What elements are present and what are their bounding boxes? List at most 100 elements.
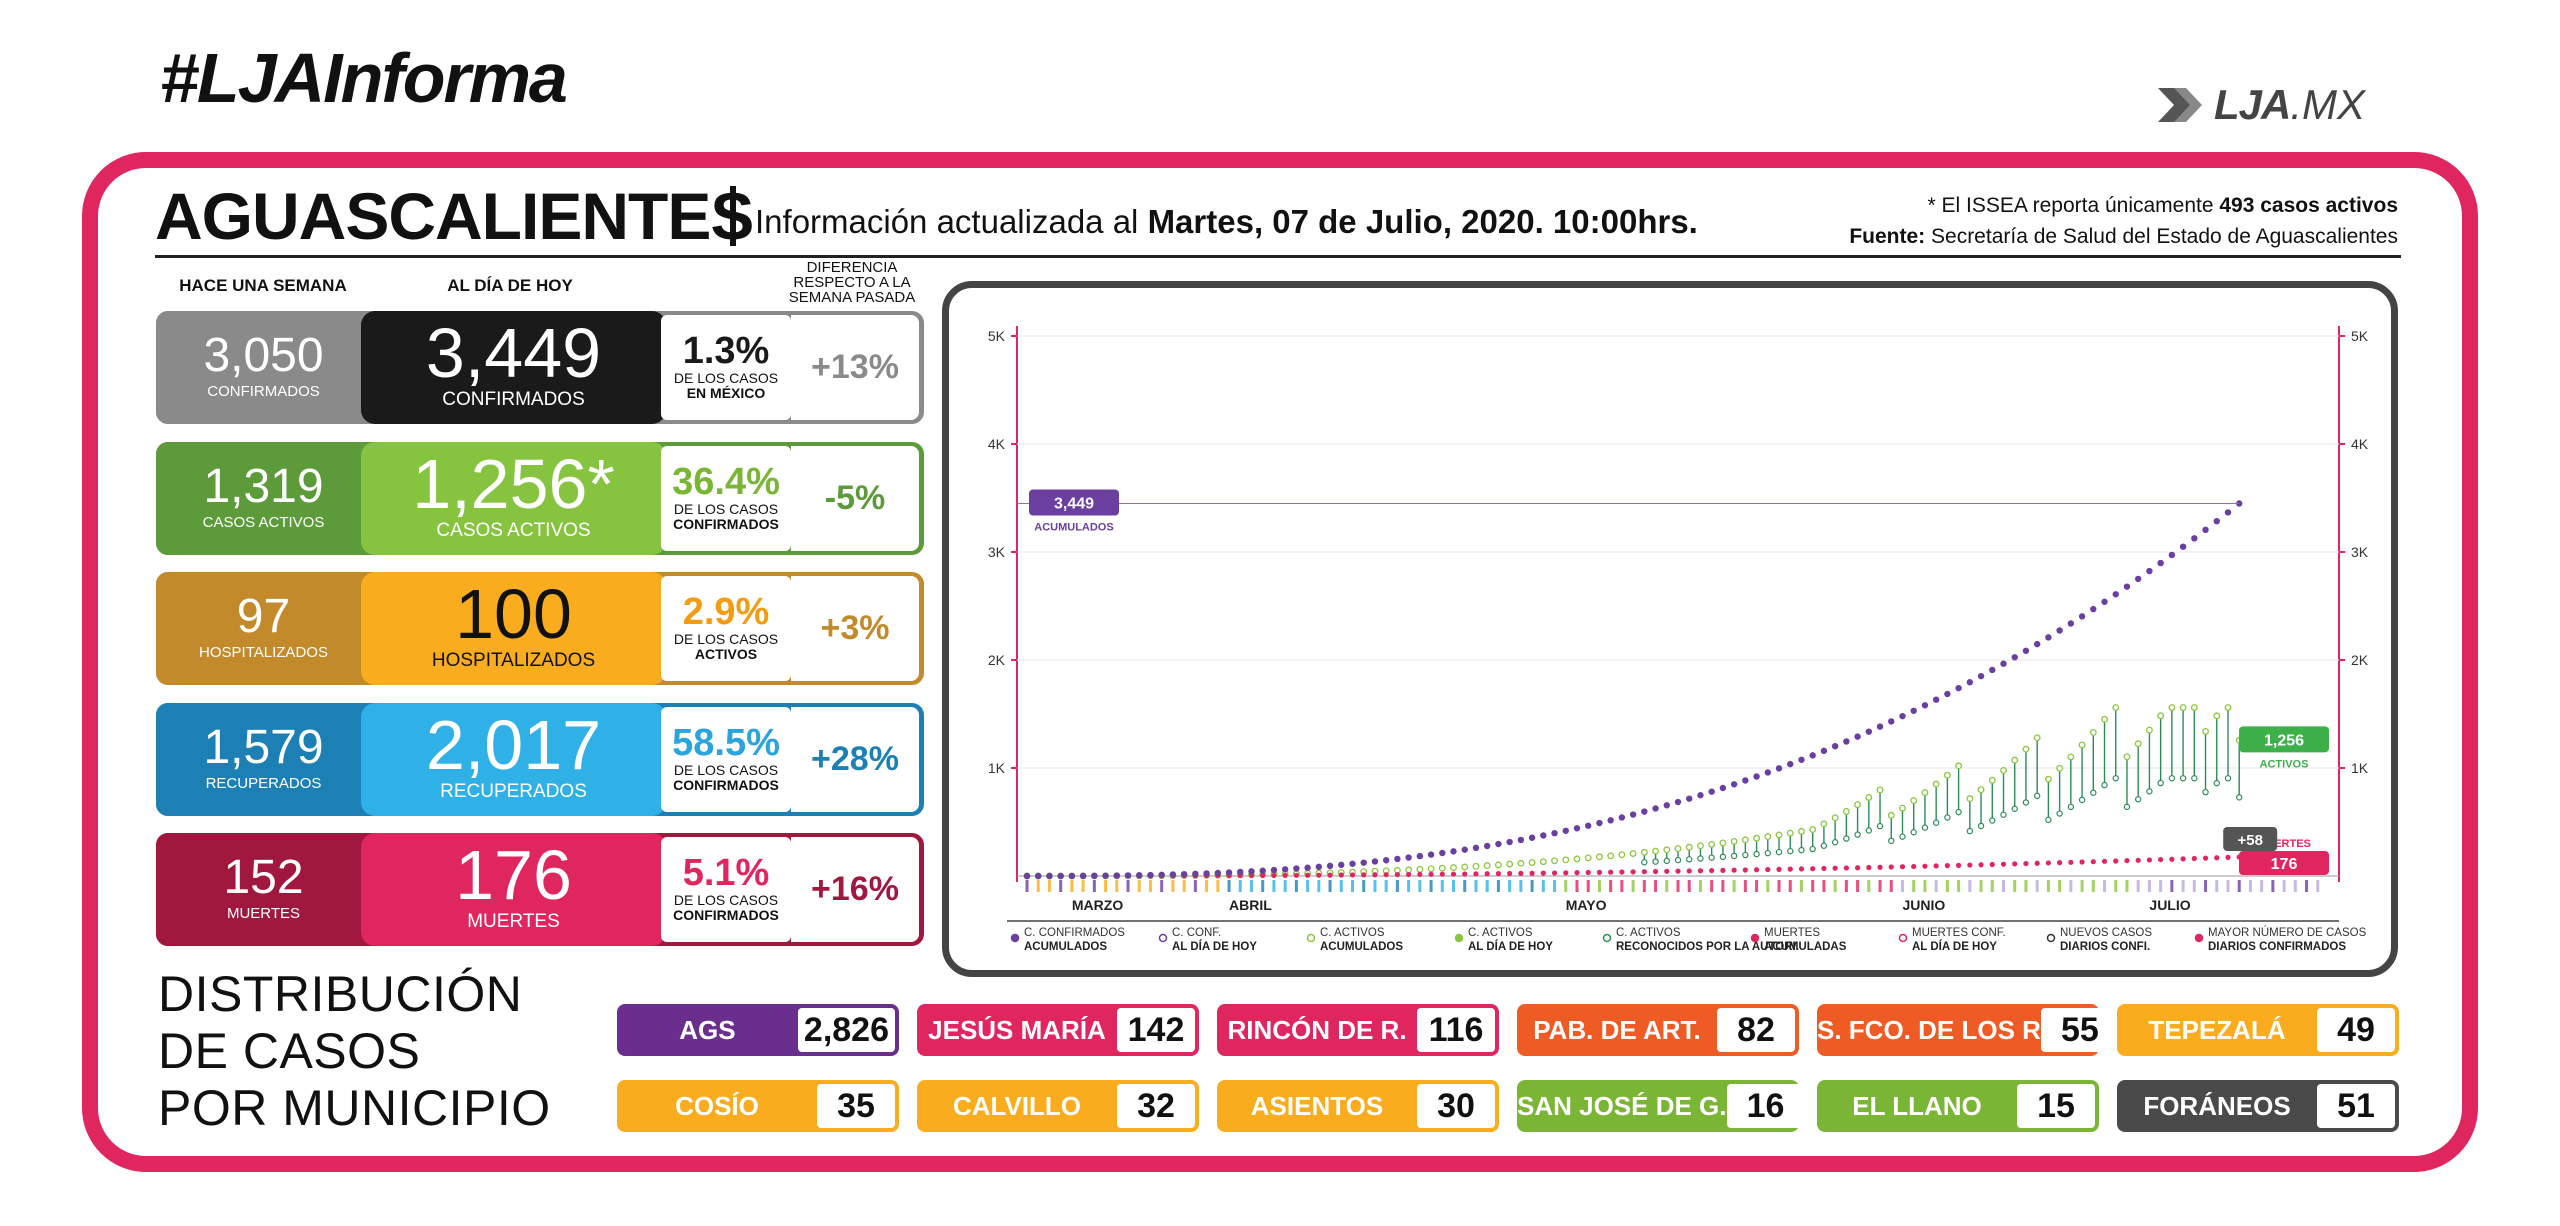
- day-tick: [1193, 880, 1197, 892]
- confirmed-point: [1663, 802, 1670, 809]
- confirmed-point: [1910, 707, 1917, 714]
- active-authority-point: [2146, 788, 2153, 795]
- death-point: [1327, 872, 1333, 878]
- confirmed-point: [1932, 696, 1940, 703]
- municipality-value: 49: [2317, 1008, 2395, 1052]
- active-authority-point: [2157, 779, 2164, 787]
- confirmed-point: [1023, 872, 1031, 880]
- day-tick: [1036, 880, 1040, 892]
- death-point: [1585, 869, 1591, 876]
- day-tick: [1564, 880, 1568, 892]
- day-tick: [1743, 880, 1747, 892]
- death-point: [1877, 864, 1883, 870]
- day-tick: [1104, 880, 1108, 892]
- municipality-value: 30: [1417, 1084, 1495, 1128]
- day-tick: [1945, 880, 1949, 892]
- legend-marker: [1750, 933, 1760, 943]
- confirmed-point: [1349, 860, 1356, 867]
- confirmed-point: [2224, 509, 2232, 516]
- confirmed-point: [2202, 526, 2209, 534]
- day-tick: [1115, 880, 1119, 892]
- day-tick: [1126, 880, 1130, 892]
- day-tick: [1553, 880, 1557, 892]
- death-point: [1260, 872, 1266, 879]
- death-point: [2202, 855, 2209, 861]
- confirmed-point: [1461, 846, 1468, 853]
- metric-label: RECUPERADOS: [440, 780, 587, 802]
- update-info: Información actualizada al Martes, 07 de…: [755, 203, 1698, 241]
- confirmed-point: [1888, 718, 1895, 725]
- deaths-badge-value: 176: [2271, 856, 2298, 873]
- confirmed-point: [1315, 863, 1323, 871]
- confirmed-point: [2067, 620, 2075, 627]
- day-tick: [1732, 880, 1736, 892]
- active-authority-point: [1652, 858, 1659, 865]
- death-point: [1821, 865, 1827, 872]
- active-point: [1517, 859, 1525, 867]
- death-point: [2000, 861, 2007, 867]
- confirmed-point: [2112, 591, 2119, 598]
- municipality-item: CALVILLO 32: [917, 1080, 1199, 1132]
- confirmed-point: [1775, 765, 1783, 772]
- day-tick: [1979, 880, 1983, 892]
- municipality-name: EL LLANO: [1852, 1090, 1982, 1121]
- municipality-value: 116: [1417, 1008, 1495, 1052]
- metric-diff: +28%: [791, 706, 919, 812]
- day-tick: [2069, 880, 2073, 892]
- municipality-value: 55: [2040, 1008, 2119, 1052]
- active-authority-point: [1719, 853, 1727, 861]
- day-tick: [2305, 880, 2309, 892]
- day-tick: [2260, 880, 2264, 892]
- death-point: [2023, 860, 2029, 867]
- day-tick: [1474, 880, 1478, 892]
- metric-row: 3,050 CONFIRMADOS 3,449 CONFIRMADOS 1.3%…: [156, 311, 924, 424]
- active-point: [2112, 704, 2120, 711]
- metric-diff: -5%: [791, 445, 919, 551]
- metric-pct-l1: DE LOS CASOS: [673, 500, 779, 517]
- active-badge-value: 1,256: [2264, 732, 2304, 749]
- death-point: [1450, 871, 1457, 877]
- death-point: [1843, 865, 1849, 871]
- day-tick: [1541, 880, 1545, 892]
- day-tick: [2204, 880, 2208, 892]
- confirmed-point: [1124, 872, 1132, 879]
- metric-row: 1,319 CASOS ACTIVOS 1,256* CASOS ACTIVOS…: [156, 441, 924, 555]
- confirmed-point: [1652, 805, 1659, 812]
- day-tick: [1452, 880, 1456, 892]
- confirmed-point: [1753, 773, 1760, 780]
- active-point: [2067, 753, 2075, 761]
- confirmed-point: [1057, 872, 1064, 880]
- confirmed-point: [1450, 848, 1457, 855]
- legend-line1: C. ACTIVOS: [1468, 927, 1533, 939]
- confirmed-point: [1573, 825, 1581, 832]
- metric-row: 1,579 RECUPERADOS 2,017 RECUPERADOS 58.5…: [156, 702, 924, 816]
- legend-line1: C. CONF.: [1172, 927, 1221, 939]
- confirmed-point: [1798, 756, 1805, 763]
- active-authority-point: [1989, 817, 1996, 824]
- confirmed-point: [1046, 872, 1053, 880]
- day-tick: [1081, 880, 1085, 892]
- confirmed-point: [1180, 870, 1188, 878]
- active-point: [2157, 712, 2165, 720]
- day-tick: [1957, 880, 1961, 892]
- active-authority-point: [2090, 789, 2097, 796]
- day-tick: [1642, 880, 1646, 892]
- day-tick: [2170, 880, 2174, 892]
- active-authority-point: [1966, 827, 1974, 835]
- confirmed-point: [2168, 551, 2176, 559]
- death-point: [2113, 858, 2119, 864]
- metric-pct-l2: EN MÉXICO: [686, 385, 766, 401]
- death-point: [1832, 865, 1838, 871]
- day-tick: [1070, 880, 1074, 892]
- day-tick: [1418, 880, 1422, 892]
- confirmed-point: [1865, 728, 1873, 735]
- day-tick: [2013, 880, 2017, 892]
- active-point: [1955, 762, 1963, 770]
- legend-line2: AL DÍA DE HOY: [1912, 940, 1997, 953]
- legend-line1: MUERTES CONF.: [1912, 927, 2006, 939]
- confirmed-point: [1674, 798, 1682, 806]
- confirmed-point: [1371, 858, 1379, 865]
- active-point: [1618, 851, 1626, 859]
- active-authority-point: [2000, 811, 2007, 818]
- active-point: [1719, 839, 1727, 847]
